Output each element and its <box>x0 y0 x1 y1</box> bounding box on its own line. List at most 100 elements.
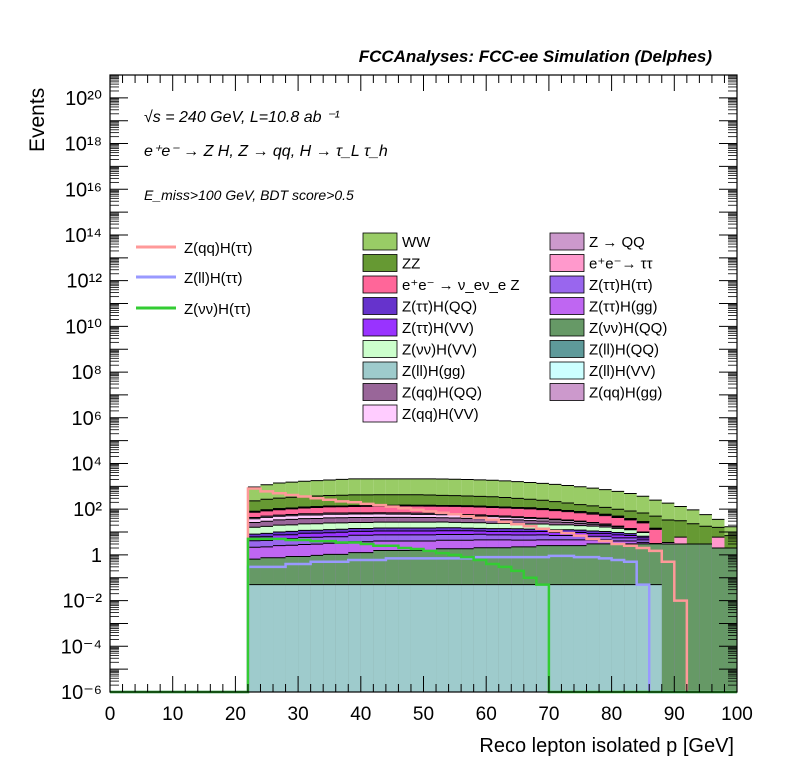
legend-label: e⁺e⁻ → ν_eν_e Z <box>402 277 520 294</box>
bar <box>724 548 737 692</box>
legend-label: Z(ττ)H(gg) <box>589 299 658 316</box>
legend-label: Z(ll)H(QQ) <box>589 342 659 359</box>
legend-entry: Z(qq)H(ττ) <box>136 240 253 257</box>
legend-entry: Z(ττ)H(ττ) <box>549 275 653 294</box>
chart-title: FCCAnalyses: FCC-ee Simulation (Delphes) <box>359 47 713 66</box>
legend-entry: Z(ll)H(gg) <box>362 361 465 380</box>
legend-entry: e⁺e⁻ → ν_eν_e Z <box>362 275 520 294</box>
legend-label: Z(νν)H(VV) <box>402 342 477 359</box>
bar <box>624 584 637 692</box>
y-tick-label: 10² <box>73 499 102 521</box>
legend-label: WW <box>402 234 431 251</box>
legend-label: Z(νν)H(QQ) <box>589 320 667 337</box>
y-tick-label: 10¹⁰ <box>65 316 102 338</box>
legend-label: Z(qq)H(ττ) <box>184 240 253 257</box>
stacked-histogram-layers <box>247 478 737 692</box>
bar <box>586 584 600 692</box>
y-tick-label: 10¹⁸ <box>65 134 102 156</box>
bar <box>461 584 474 692</box>
annotation-selection: E_miss>100 GeV, BDT score>0.5 <box>144 187 354 203</box>
bar <box>573 584 587 692</box>
legend-label: Z(ττ)H(QQ) <box>402 299 477 316</box>
x-tick-label: 90 <box>664 704 685 725</box>
legend-entry: Z(νν)H(QQ) <box>549 318 667 337</box>
annotation-process: e⁺e⁻ → Z H, Z → qq, H → τ_L τ_h <box>144 143 388 160</box>
legend-swatch <box>362 383 398 401</box>
bar <box>674 543 687 692</box>
x-tick-label: 10 <box>162 704 183 725</box>
x-tick-label: 80 <box>601 704 622 725</box>
x-axis-label: Reco lepton isolated p [GeV] <box>479 735 734 757</box>
bar <box>711 548 725 692</box>
legend-entry: Z(νν)H(ττ) <box>136 301 251 318</box>
legend-label: Z(qq)H(gg) <box>589 385 662 402</box>
y-tick-label: 10⁻⁴ <box>61 636 102 658</box>
bar <box>335 584 349 692</box>
bar <box>323 584 336 692</box>
y-tick-label: 10⁴ <box>71 453 102 475</box>
bar <box>511 584 524 692</box>
annotation-energy: √s = 240 GeV, L=10.8 ab ⁻¹ <box>144 109 340 126</box>
bar <box>410 584 424 692</box>
bar <box>423 584 437 692</box>
y-tick-label: 1 <box>91 545 102 567</box>
legend-entry: Z(qq)H(QQ) <box>362 383 482 402</box>
legend-swatch <box>549 297 585 315</box>
bar <box>310 584 324 692</box>
legend: Z(qq)H(ττ) Z(ll)H(ττ) Z(νν)H(ττ) WW ZZ e⁺e⁻ →… <box>136 232 667 423</box>
bar <box>561 584 574 692</box>
bar <box>436 584 449 692</box>
bar <box>473 584 487 692</box>
legend-entry: Z(ττ)H(VV) <box>362 318 474 337</box>
legend-entry: Z(qq)H(VV) <box>362 404 479 423</box>
legend-swatch <box>549 275 585 294</box>
y-tick-label: 10¹² <box>66 271 102 293</box>
bar <box>486 584 499 692</box>
bar <box>373 584 386 692</box>
bar <box>649 584 662 692</box>
bar <box>298 584 311 692</box>
legend-swatch <box>549 361 585 380</box>
legend-label: Z(qq)H(QQ) <box>402 385 482 402</box>
axes: 0 10 20 30 40 50 60 70 80 90 100 10⁻⁶ 10⁻⁴ 10⁻² 1 10² 10… <box>61 74 753 725</box>
x-tick-label: 60 <box>476 704 497 725</box>
bar <box>285 584 299 692</box>
legend-swatch <box>549 232 585 251</box>
x-tick-label: 50 <box>413 704 434 725</box>
legend-entry: Z(ττ)H(QQ) <box>362 297 477 316</box>
legend-swatch <box>362 340 398 358</box>
legend-label: Z(ll)H(VV) <box>589 363 656 380</box>
legend-swatch <box>549 383 585 401</box>
bar <box>686 543 700 692</box>
bar <box>360 584 374 692</box>
y-tick-label: 10⁶ <box>72 408 102 430</box>
legend-entry: Z(qq)H(gg) <box>549 383 662 402</box>
legend-swatch <box>549 340 585 358</box>
y-tick-label: 10⁻⁶ <box>61 682 102 704</box>
legend-entry: Z(ll)H(VV) <box>549 361 656 380</box>
bar <box>599 584 612 692</box>
bar <box>273 584 286 692</box>
y-tick-label: 10¹⁴ <box>65 225 103 247</box>
legend-swatch <box>362 232 398 251</box>
bar <box>348 584 361 692</box>
bar <box>260 584 274 692</box>
x-tick-label: 20 <box>225 704 246 725</box>
legend-swatch <box>362 361 398 380</box>
bar <box>523 584 537 692</box>
y-tick-label: 10²⁰ <box>65 88 102 110</box>
legend-entry: e⁺e⁻→ ττ <box>549 254 653 273</box>
x-tick-label: 70 <box>538 704 559 725</box>
legend-label: Z(qq)H(VV) <box>402 406 479 423</box>
legend-swatch <box>362 404 398 423</box>
legend-label: Z(ττ)H(VV) <box>402 320 474 337</box>
legend-swatch <box>549 318 585 337</box>
legend-label: Z → QQ <box>589 234 645 251</box>
bar <box>398 584 411 692</box>
legend-entry: Z → QQ <box>549 232 645 251</box>
legend-entry: Z(ll)H(QQ) <box>549 340 659 359</box>
bar <box>636 584 650 692</box>
legend-swatch <box>362 318 398 337</box>
y-tick-label: 10¹⁶ <box>65 179 102 201</box>
